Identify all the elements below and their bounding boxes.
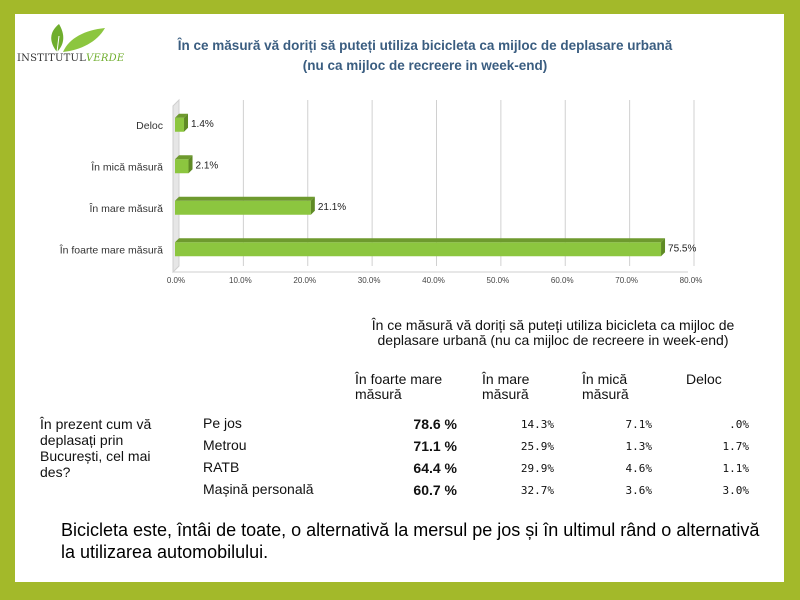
logo-text: INSTITUTULVERDE (17, 53, 124, 64)
cell-3-4: 1.1% (722, 462, 750, 475)
value-label: 21.1% (318, 202, 346, 213)
table-heading: În ce măsură vă doriți să puteți utiliza… (371, 317, 735, 348)
bar-chart: 0.0% 10.0% 20.0% 30.0% 40.0% 50.0% 60.0% 70.0% 8… (59, 98, 703, 285)
value-label: 75.5% (668, 243, 696, 254)
col-header-1: În foarte mare măsură (355, 371, 443, 402)
cell-1-3: 7.1% (625, 418, 653, 431)
x-tick-label: 0.0% (167, 276, 185, 285)
bar-top (175, 155, 193, 160)
cell-2-4: 1.7% (722, 440, 750, 453)
bar (175, 242, 662, 257)
x-tick-label: 70.0% (615, 276, 638, 285)
cell-3-2: 29.9% (520, 462, 554, 475)
bar-top (175, 238, 666, 243)
category-label: Deloc (136, 120, 163, 132)
value-label: 2.1% (196, 160, 219, 171)
cell-3-3: 4.6% (625, 462, 653, 475)
bar (175, 117, 185, 132)
cell-1-4: .0% (729, 418, 749, 431)
row-question: În prezent cum vă deplasați prin Bucureș… (40, 416, 152, 480)
cell-4-2: 32.7% (520, 484, 554, 497)
cell-4-4: 3.0% (722, 484, 750, 497)
leaves-icon (51, 24, 105, 53)
row-label-1: Pe jos (203, 415, 242, 431)
x-tick-label: 80.0% (680, 276, 703, 285)
category-label: În mică măsură (90, 160, 163, 173)
cell-1-1: 78.6 % (413, 416, 457, 432)
slide: INSTITUTULVERDE În ce măsură vă doriți s… (15, 14, 784, 582)
x-tick-label: 50.0% (487, 276, 510, 285)
cell-1-2: 14.3% (520, 418, 554, 431)
footer-note: Bicicleta este, întâi de toate, o altern… (61, 520, 760, 562)
x-tick-label: 30.0% (358, 276, 381, 285)
row-label-4: Mașină personală (203, 481, 314, 497)
row-label-3: RATB (203, 459, 240, 475)
x-tick-label: 10.0% (229, 276, 252, 285)
x-tick-label: 20.0% (293, 276, 316, 285)
cell-2-2: 25.9% (520, 440, 554, 453)
x-tick-label: 60.0% (551, 276, 574, 285)
crosstab: În ce măsură vă doriți să puteți utiliza… (15, 14, 784, 582)
bar-top (175, 196, 315, 201)
bar-end (188, 155, 193, 174)
cell-4-3: 3.6% (625, 484, 653, 497)
col-header-3: În mică măsură (582, 371, 629, 402)
bar-end (310, 196, 315, 215)
logo-text-part2: VERDE (86, 53, 125, 64)
cell-4-1: 60.7 % (413, 482, 457, 498)
x-tick-label: 40.0% (422, 276, 445, 285)
chart-title: În ce măsură vă doriți să puteți utiliza… (115, 36, 735, 76)
cell-3-1: 64.4 % (413, 460, 457, 476)
logo-text-part1: INSTITUTUL (17, 53, 87, 64)
bar (175, 200, 311, 215)
cell-2-3: 1.3% (625, 440, 653, 453)
bar-end (184, 113, 189, 132)
col-header-2: În mare măsură (482, 371, 530, 402)
value-label: 1.4% (191, 119, 214, 130)
bar (175, 159, 189, 174)
col-header-4: Deloc (686, 371, 722, 387)
cell-2-1: 71.1 % (413, 438, 457, 454)
bar-top (175, 113, 189, 118)
bar-end (661, 238, 666, 257)
logo: INSTITUTULVERDE (15, 20, 125, 76)
category-label: În mare măsură (88, 202, 163, 215)
chart-title-line1: În ce măsură vă doriți să puteți utiliza… (177, 38, 673, 53)
row-label-2: Metrou (203, 437, 247, 453)
category-label: În foarte mare măsură (59, 243, 163, 256)
chart-title-line2: (nu ca mijloc de recreere in week-end) (302, 58, 548, 73)
